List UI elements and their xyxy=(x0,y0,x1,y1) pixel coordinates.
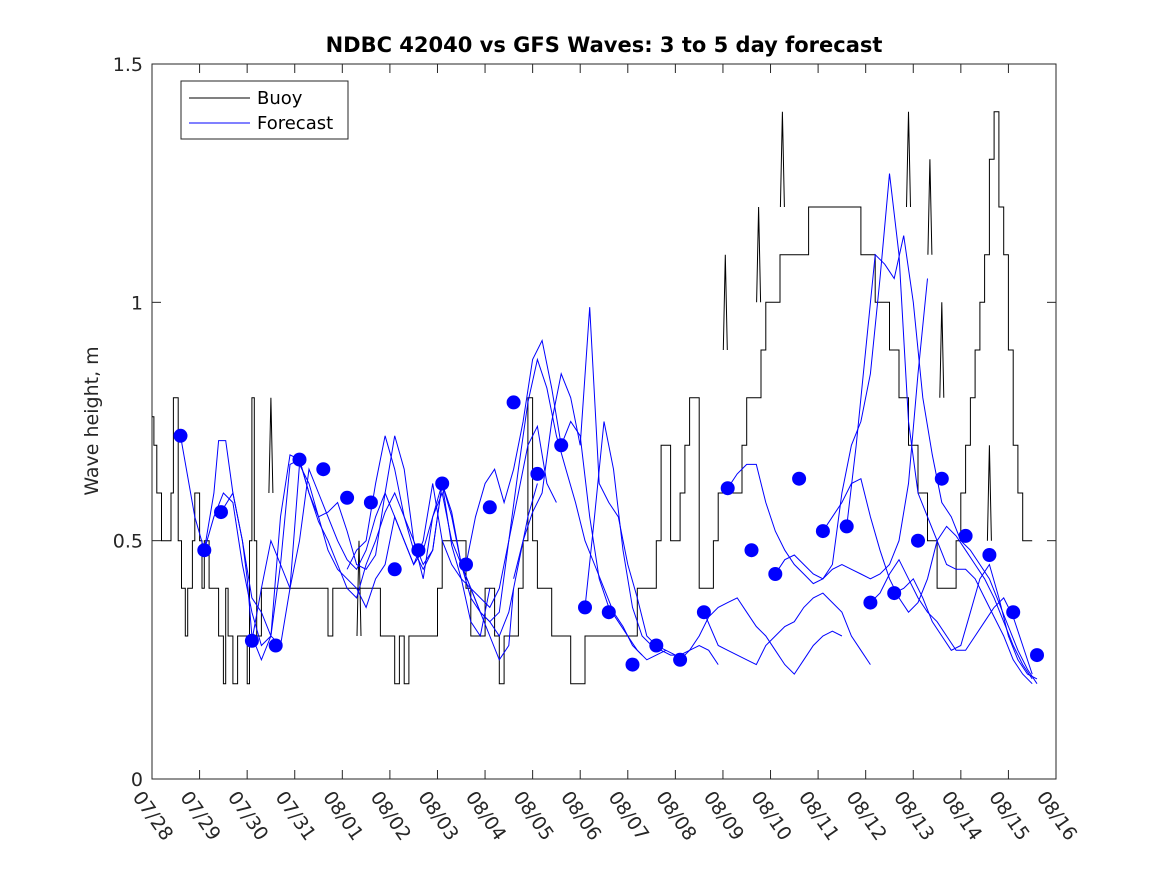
buoy-spike xyxy=(986,445,992,541)
forecast-marker xyxy=(625,657,640,672)
y-tick-label: 0 xyxy=(131,769,143,791)
forecast-marker xyxy=(815,524,830,539)
forecast-marker xyxy=(911,533,925,548)
buoy-spike xyxy=(356,540,362,637)
forecast-marker xyxy=(1006,605,1021,620)
forecast-marker xyxy=(792,471,807,486)
forecast-marker xyxy=(1030,648,1044,663)
buoy-spike xyxy=(268,397,274,494)
y-tick-label: 1.5 xyxy=(113,54,143,76)
legend-box xyxy=(180,80,349,140)
forecast-marker xyxy=(530,466,545,481)
forecast-marker xyxy=(214,505,228,520)
forecast-marker xyxy=(244,633,259,648)
legend: Buoy Forecast xyxy=(180,80,349,140)
forecast-marker xyxy=(554,438,569,453)
forecast-marker xyxy=(482,500,497,515)
legend-buoy-label: Buoy xyxy=(257,88,303,109)
forecast-marker xyxy=(292,452,307,467)
buoy-spike xyxy=(939,302,945,398)
forecast-series-line xyxy=(180,435,491,662)
forecast-series-line xyxy=(774,173,1033,685)
forecast-marker xyxy=(768,567,783,581)
forecast-series-line xyxy=(846,235,1038,684)
forecast-series-line xyxy=(893,563,1038,680)
forecast-marker xyxy=(839,519,854,534)
forecast-marker xyxy=(197,543,212,558)
forecast-marker xyxy=(982,548,997,562)
forecast-marker xyxy=(720,481,735,496)
forecast-marker xyxy=(506,395,521,410)
buoy-spike xyxy=(756,206,762,303)
forecast-series-line xyxy=(251,424,557,641)
forecast-marker xyxy=(340,490,355,505)
legend-forecast-label: Forecast xyxy=(257,113,333,134)
forecast-series-line xyxy=(822,477,1033,680)
forecast-series-line xyxy=(346,357,643,656)
forecast-marker xyxy=(696,605,711,620)
forecast-marker xyxy=(958,528,973,543)
axes-box xyxy=(151,63,1057,780)
forecast-marker xyxy=(649,638,664,653)
forecast-marker xyxy=(411,543,426,558)
forecast-series-line xyxy=(870,558,1033,675)
buoy-spike xyxy=(906,111,911,208)
forecast-marker xyxy=(435,476,450,491)
buoy-spike xyxy=(779,111,785,208)
forecast-marker xyxy=(316,462,331,477)
buoy-spike xyxy=(927,159,933,255)
y-tick-label: 1 xyxy=(131,292,143,314)
forecast-marker xyxy=(744,543,759,558)
forecast-series-line xyxy=(727,278,928,585)
forecast-marker xyxy=(673,652,688,667)
chart-title: NDBC 42040 vs GFS Waves: 3 to 5 day fore… xyxy=(326,33,883,57)
forecast-marker xyxy=(173,428,188,443)
buoy-spike xyxy=(722,254,728,351)
forecast-marker xyxy=(601,605,616,620)
forecast-series-line xyxy=(703,592,871,666)
forecast-marker xyxy=(863,595,878,610)
forecast-marker xyxy=(934,471,949,486)
y-tick-label: 0.5 xyxy=(113,531,143,553)
forecast-marker xyxy=(887,586,902,601)
forecast-marker xyxy=(363,495,378,510)
y-axis-label: Wave height, m xyxy=(81,346,103,495)
buoy-series-line xyxy=(152,111,1033,685)
forecast-marker xyxy=(387,562,402,577)
forecast-marker xyxy=(459,557,473,572)
forecast-marker xyxy=(578,600,592,615)
forecast-series-line xyxy=(513,307,676,656)
forecast-series-line xyxy=(465,338,667,661)
forecast-marker xyxy=(268,638,283,653)
